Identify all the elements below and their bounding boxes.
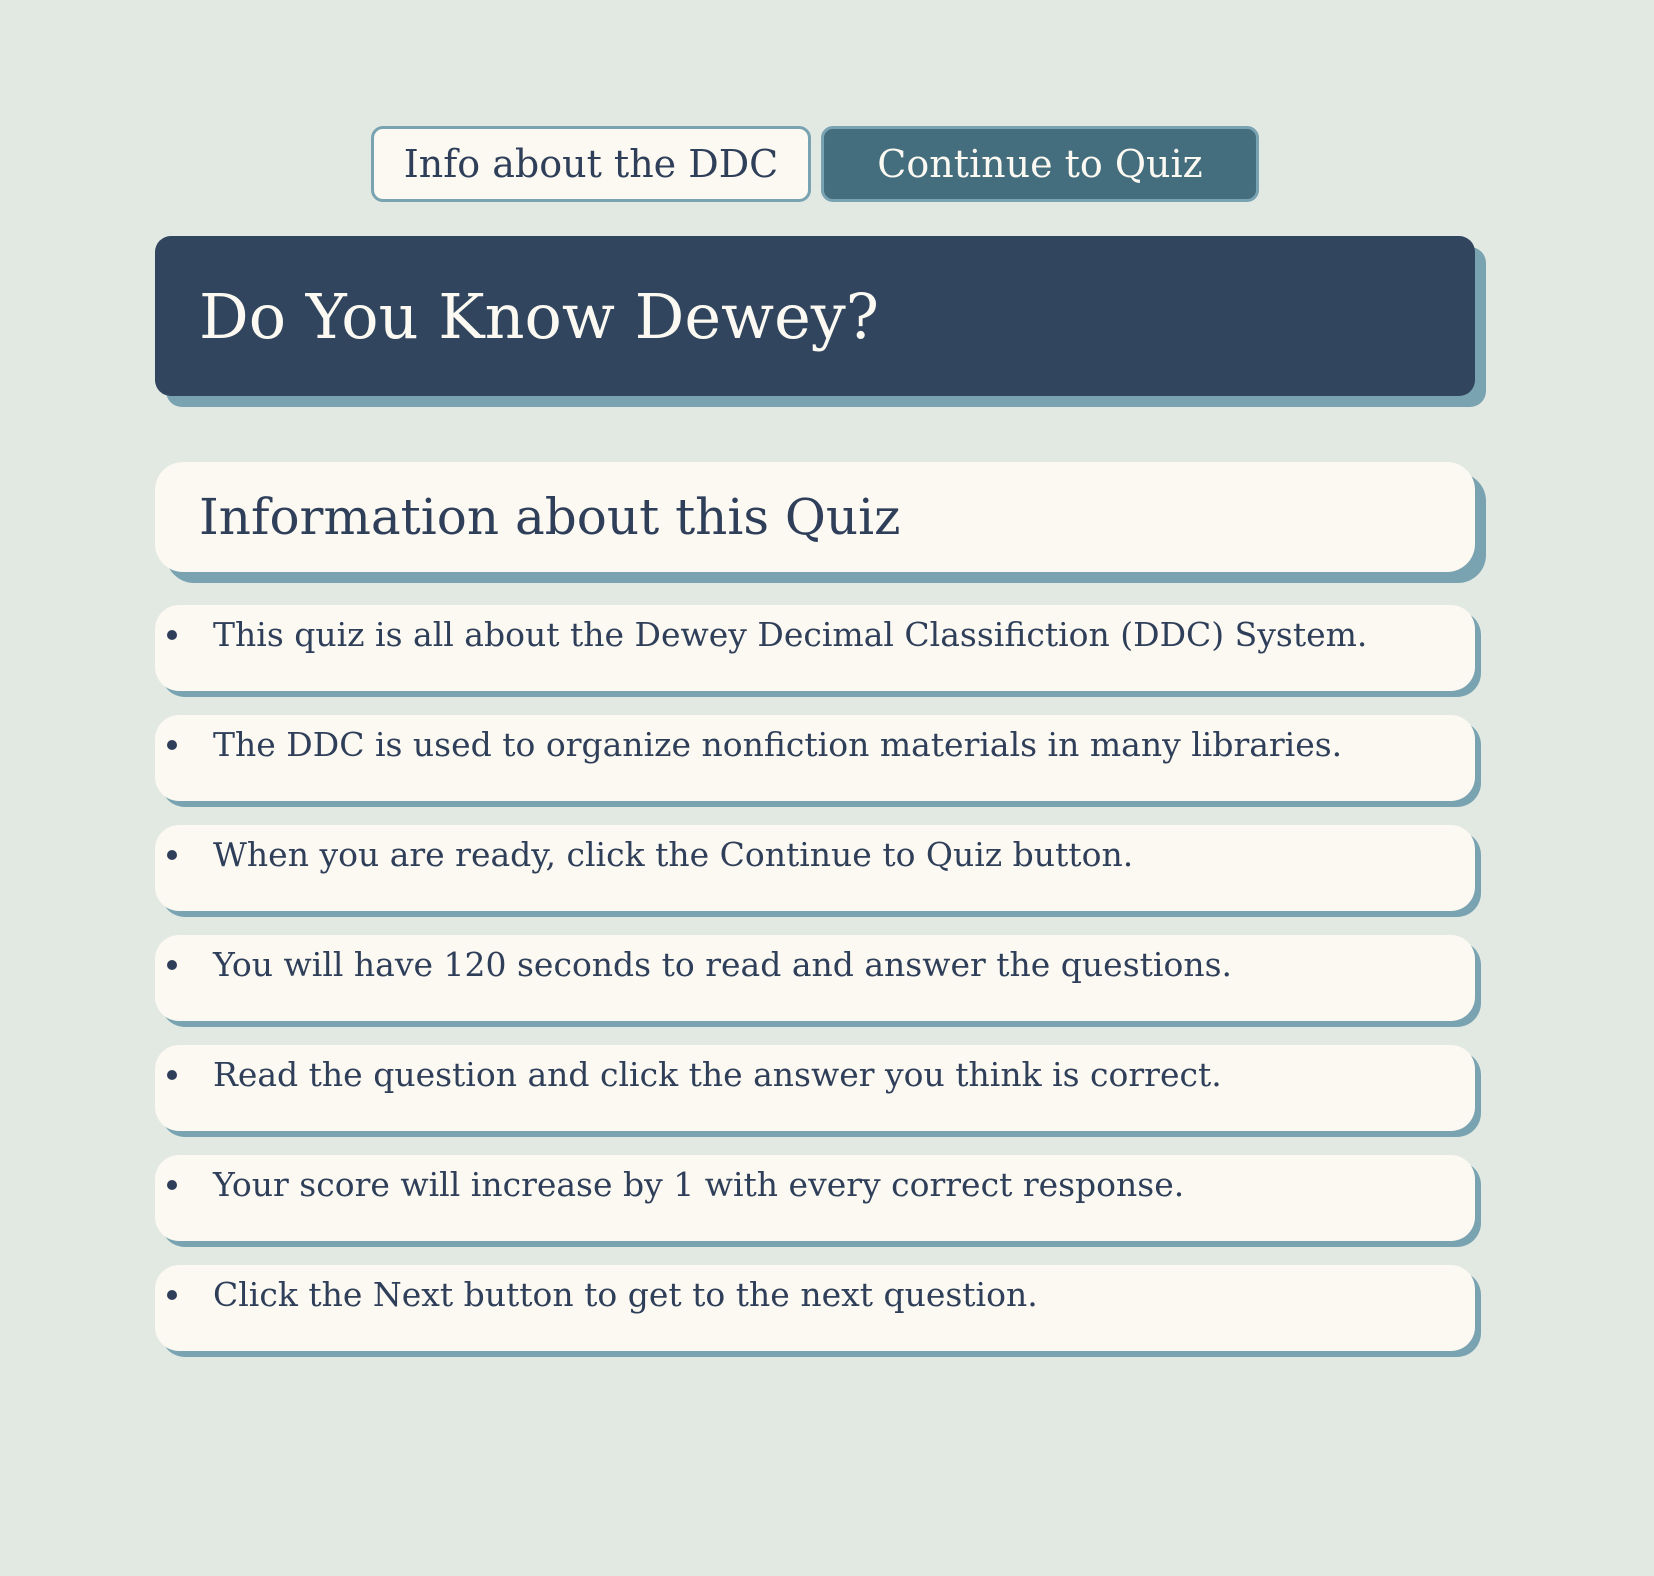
bullet-icon [167,850,177,860]
page-title: Do You Know Dewey? [199,279,880,353]
continue-to-quiz-button[interactable]: Continue to Quiz [821,126,1259,202]
info-list: This quiz is all about the Dewey Decimal… [155,605,1475,1375]
list-item-text: Your score will increase by 1 with every… [213,1165,1185,1204]
top-nav: Info about the DDC Continue to Quiz [371,126,1259,202]
list-item: Read the question and click the answer y… [155,1045,1475,1131]
info-section-header: Information about this Quiz [155,462,1475,572]
list-item: Your score will increase by 1 with every… [155,1155,1475,1241]
list-item: When you are ready, click the Continue t… [155,825,1475,911]
bullet-icon [167,1180,177,1190]
bullet-icon [167,960,177,970]
list-item-text: Read the question and click the answer y… [213,1055,1222,1094]
list-item-text: This quiz is all about the Dewey Decimal… [213,615,1368,654]
bullet-icon [167,1070,177,1080]
bullet-icon [167,1290,177,1300]
list-item-text: When you are ready, click the Continue t… [213,835,1134,874]
list-item: Click the Next button to get to the next… [155,1265,1475,1351]
list-item: You will have 120 seconds to read and an… [155,935,1475,1021]
list-item-text: The DDC is used to organize nonfiction m… [213,725,1343,764]
list-item: This quiz is all about the Dewey Decimal… [155,605,1475,691]
bullet-icon [167,740,177,750]
info-section-title: Information about this Quiz [199,488,901,546]
bullet-icon [167,630,177,640]
list-item-text: You will have 120 seconds to read and an… [213,945,1233,984]
list-item: The DDC is used to organize nonfiction m… [155,715,1475,801]
list-item-text: Click the Next button to get to the next… [213,1275,1038,1314]
info-about-ddc-button[interactable]: Info about the DDC [371,126,811,202]
header-banner: Do You Know Dewey? [155,236,1475,396]
